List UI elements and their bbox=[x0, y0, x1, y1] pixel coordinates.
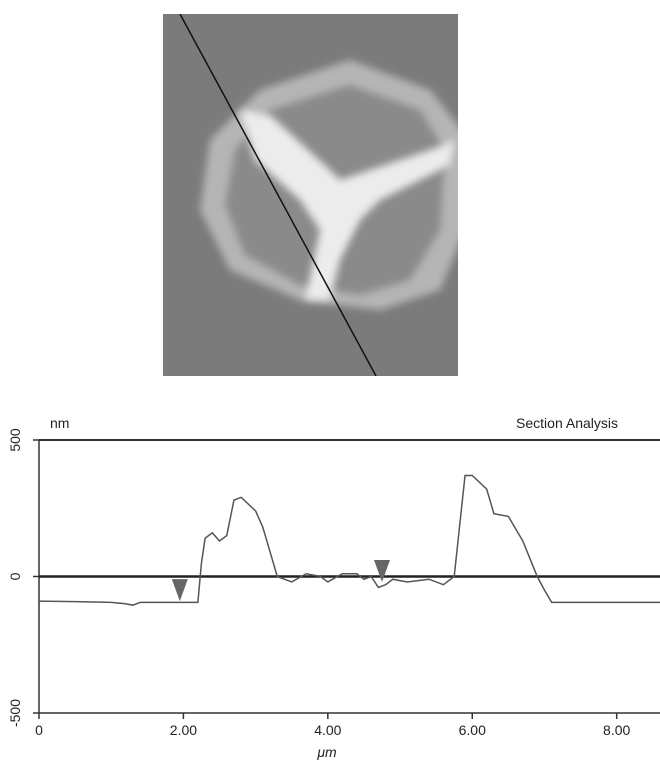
y-tick-label: 500 bbox=[7, 428, 23, 452]
plot-area: nm Section Analysis μm bbox=[38, 415, 660, 760]
x-tick-label: 6.00 bbox=[459, 722, 486, 738]
y-tick-label: -500 bbox=[7, 699, 23, 727]
x-axis-label: μm bbox=[316, 744, 337, 760]
section-line bbox=[38, 474, 660, 606]
y-tick-label: 0 bbox=[7, 572, 23, 580]
afm-image bbox=[163, 14, 458, 376]
x-tick-label: 2.00 bbox=[170, 722, 197, 738]
x-tick-label: 8.00 bbox=[603, 722, 630, 738]
x-tick-label: 4.00 bbox=[314, 722, 341, 738]
x-tick-label: 0 bbox=[35, 722, 43, 738]
y-unit-label: nm bbox=[50, 415, 69, 431]
chart-title: Section Analysis bbox=[516, 415, 618, 431]
cursor-marker bbox=[171, 579, 188, 602]
cursor-marker bbox=[373, 559, 390, 582]
